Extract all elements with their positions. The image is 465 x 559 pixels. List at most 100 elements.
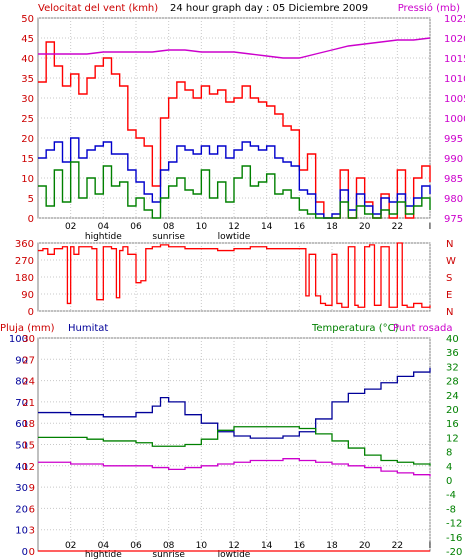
temperature-ytick-label: -12 [446, 519, 462, 530]
wind-ytick-label: 45 [21, 34, 34, 45]
pressure-ytick-label: 990 [444, 154, 463, 165]
pressure-ytick-label: 980 [444, 194, 463, 205]
temperature-ytick-label: 8 [446, 448, 452, 459]
temperature-ytick-label: -16 [446, 533, 462, 544]
wind-ytick-label: 5 [28, 194, 34, 205]
rain-ytick-label: 9 [29, 483, 35, 494]
atmos-series-dewpoint-line [38, 458, 431, 477]
wind-xtick-label: 06 [130, 222, 142, 232]
atmos-xtick-label: I [429, 541, 432, 551]
rain-ytick-label: 15 [22, 441, 35, 452]
humidity-ytick-label: 30 [15, 483, 28, 494]
rain-ytick-label: 3 [29, 526, 35, 537]
temperature-ytick-label: -8 [446, 504, 456, 515]
atmos-xtick-label: 12 [228, 541, 239, 551]
wind-series-green-line [38, 161, 431, 219]
wind-ytick-label: 15 [21, 154, 34, 165]
wind-ytick-label: 10 [21, 174, 34, 185]
wind-xtick-label: I [429, 222, 432, 232]
direction-series-line [38, 242, 431, 308]
humidity-ytick-label: 100 [9, 334, 28, 345]
direction-compass-label: N [446, 239, 453, 250]
direction-ytick-label: 360 [15, 239, 34, 250]
atmos-xtick-label: 06 [130, 541, 142, 551]
humidity-ytick-label: 40 [15, 462, 28, 473]
wind-xtick-label: 20 [359, 222, 371, 232]
wind-ytick-label: 30 [21, 94, 34, 105]
direction-ytick-label: 270 [15, 256, 34, 267]
wind-series-gust-line [38, 41, 431, 219]
wind-x-sublabel: sunrise [152, 232, 185, 242]
pressure-ytick-label: 975 [444, 214, 463, 225]
temperature-ytick-label: -20 [446, 547, 462, 558]
wind-ytick-label: 0 [28, 214, 34, 225]
atmos-x-sublabel: hightide [85, 550, 122, 559]
wind-xtick-label: 16 [294, 222, 306, 232]
atmos-xtick-label: 18 [326, 541, 338, 551]
pressure-ytick-label: 1005 [444, 94, 465, 105]
rain-ytick-label: 12 [22, 462, 35, 473]
atmos-x-sublabel: sunrise [152, 550, 185, 559]
humidity-ytick-label: 0 [22, 547, 28, 558]
wind-xtick-label: 18 [326, 222, 338, 232]
temperature-ytick-label: 28 [446, 377, 459, 388]
atmos-xtick-label: 08 [163, 541, 175, 551]
rain-ytick-label: 24 [22, 377, 35, 388]
pressure-ytick-label: 995 [444, 134, 463, 145]
wind-xtick-label: 22 [392, 222, 403, 232]
wind-ytick-label: 20 [21, 134, 34, 145]
humidity-ytick-label: 60 [15, 419, 28, 430]
temperature-ytick-label: 0 [446, 476, 452, 487]
rain-ylabel: Pluja (mm) [0, 323, 55, 334]
pressure-ytick-label: 985 [444, 174, 463, 185]
direction-ytick-label: 90 [21, 290, 34, 301]
atmos-xtick-label: 16 [294, 541, 306, 551]
graph-title: 24 hour graph day : 05 Diciembre 2009 [170, 3, 368, 14]
wind-ytick-label: 35 [21, 74, 34, 85]
humidity-ytick-label: 70 [15, 398, 28, 409]
atmos-xtick-label: 10 [196, 541, 208, 551]
wind-x-sublabel: hightide [85, 232, 122, 242]
rain-ytick-label: 21 [22, 398, 35, 409]
direction-compass-label: W [446, 256, 456, 267]
wind-xtick-label: 08 [163, 222, 175, 232]
temperature-ytick-label: 40 [446, 334, 459, 345]
pressure-ytick-label: 1000 [444, 114, 465, 125]
temperature-ytick-label: 24 [446, 391, 459, 402]
wind-xtick-label: 02 [65, 222, 76, 232]
rain-ytick-label: 27 [22, 355, 35, 366]
temperature-ytick-label: 12 [446, 433, 459, 444]
atmos-series-humidity-line [38, 367, 431, 439]
humidity-ytick-label: 10 [15, 526, 28, 537]
humidity-ytick-label: 80 [15, 377, 28, 388]
direction-compass-label: S [446, 273, 452, 284]
rain-ytick-label: 6 [29, 504, 35, 515]
direction-ytick-label: 180 [15, 273, 34, 284]
atmos-x-sublabel: lowtide [218, 550, 251, 559]
temperature-ytick-label: -4 [446, 490, 456, 501]
pressure-ytick-label: 1010 [444, 74, 465, 85]
temperature-ytick-label: 4 [446, 462, 452, 473]
humidity-ytick-label: 50 [15, 441, 28, 452]
humidity-ylabel: Humitat [68, 323, 108, 334]
wind-xtick-label: 04 [98, 222, 110, 232]
wind-series-pressure-line [38, 37, 431, 59]
rain-ytick-label: 0 [29, 547, 35, 558]
dewpoint-ylabel: Punt rosada [393, 323, 452, 334]
humidity-ytick-label: 90 [15, 355, 28, 366]
wind-x-sublabel: lowtide [218, 232, 251, 242]
wind-ylabel: Velocitat del vent (kmh) [38, 3, 158, 14]
wind-ytick-label: 25 [21, 114, 34, 125]
temperature-ytick-label: 32 [446, 362, 459, 373]
humidity-ytick-label: 20 [15, 504, 28, 515]
atmos-series-temperature-line [38, 426, 431, 466]
wind-xtick-label: 10 [196, 222, 208, 232]
wind-ytick-label: 50 [21, 14, 34, 25]
pressure-ytick-label: 1025 [444, 14, 465, 25]
rain-ytick-label: 18 [22, 419, 35, 430]
pressure-ylabel: Pressió (mb) [398, 2, 460, 14]
